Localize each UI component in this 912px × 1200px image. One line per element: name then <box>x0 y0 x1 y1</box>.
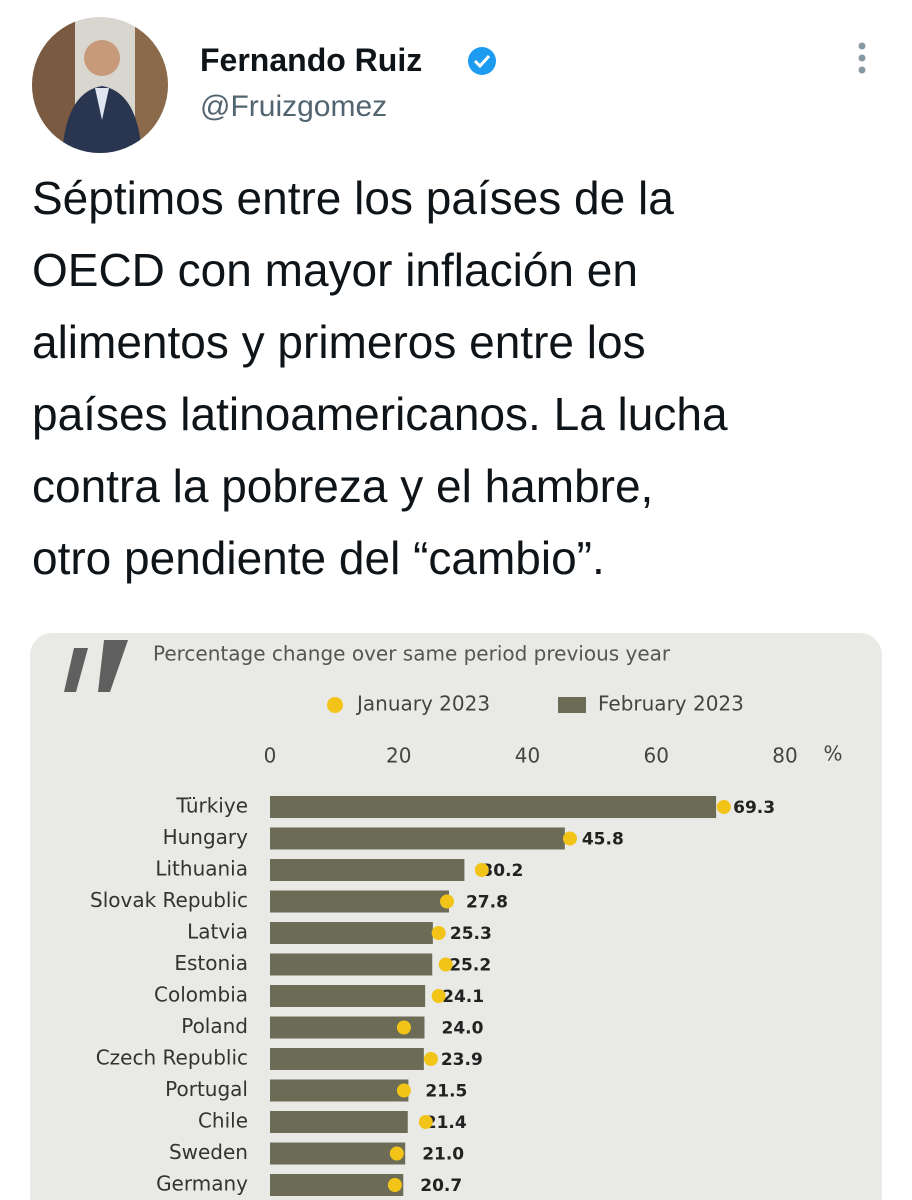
dot <box>438 957 453 972</box>
x-tick-label: 0 <box>264 744 277 768</box>
tweet-line: alimentos y primeros entre los <box>32 316 646 368</box>
bar <box>270 796 717 818</box>
y-tick-label: Poland <box>181 1014 248 1038</box>
dot <box>431 989 446 1003</box>
dot <box>423 1052 438 1066</box>
dot <box>474 863 489 877</box>
value-label: 24.1 <box>442 987 484 1007</box>
value-label: 27.8 <box>466 893 508 913</box>
dot <box>716 800 731 814</box>
y-tick-label: Chile <box>198 1109 248 1133</box>
value-label: 30.2 <box>481 861 523 881</box>
dot <box>396 1083 411 1098</box>
value-label: 69.3 <box>733 798 775 818</box>
bar <box>270 1174 404 1196</box>
x-tick-label: 60 <box>644 744 669 768</box>
value-label: 23.9 <box>441 1050 483 1070</box>
y-tick-label: Latvia <box>187 920 248 944</box>
tweet-line: otro pendiente del “cambio”. <box>32 532 605 584</box>
dot <box>431 926 446 940</box>
legend-marker <box>327 697 343 713</box>
dot <box>562 831 577 846</box>
dot <box>396 1020 411 1035</box>
y-tick-label: Lithuania <box>155 857 248 881</box>
y-tick-label: Portugal <box>165 1077 248 1101</box>
bar <box>270 890 449 913</box>
x-unit: % <box>823 742 842 766</box>
dot <box>389 1146 404 1161</box>
x-tick-label: 40 <box>515 744 540 768</box>
more-menu[interactable] <box>858 42 866 74</box>
dot <box>387 1178 402 1192</box>
tweet-line: países latinoamericanos. La lucha <box>32 388 728 440</box>
chart-subtitle: Percentage change over same period previ… <box>153 642 671 666</box>
legend-label: January 2023 <box>355 692 490 716</box>
user-name[interactable]: Fernando Ruiz <box>200 42 423 78</box>
avatar[interactable] <box>30 15 170 155</box>
chart: Percentage change over same period previ… <box>90 642 843 1196</box>
bar <box>270 1111 408 1133</box>
value-label: 24.0 <box>442 1019 484 1039</box>
x-tick-label: 20 <box>386 744 411 768</box>
bar <box>270 827 565 850</box>
value-label: 25.2 <box>449 956 491 976</box>
legend-marker <box>558 697 586 713</box>
value-label: 25.3 <box>450 924 492 944</box>
tweet-line: Séptimos entre los países de la <box>32 172 674 224</box>
bar <box>270 1048 424 1070</box>
bar <box>270 953 433 976</box>
bar <box>270 1079 409 1102</box>
bar <box>270 922 433 944</box>
tweet-line: contra la pobreza y el hambre, <box>32 460 654 512</box>
y-tick-label: Türkiye <box>175 794 248 818</box>
value-label: 21.0 <box>422 1145 464 1165</box>
y-tick-label: Slovak Republic <box>90 888 248 912</box>
bar <box>270 1142 406 1165</box>
y-tick-label: Czech Republic <box>96 1046 248 1070</box>
chart-background <box>30 633 882 1200</box>
value-label: 21.4 <box>425 1113 467 1133</box>
legend-label: February 2023 <box>598 692 744 716</box>
tweet-line: OECD con mayor inflación en <box>32 244 638 296</box>
tweet-text: Séptimos entre los países de la OECD con … <box>32 162 728 594</box>
user-handle[interactable]: @Fruizgomez <box>200 90 388 123</box>
y-tick-label: Hungary <box>163 825 249 849</box>
bar <box>270 859 465 881</box>
value-label: 45.8 <box>582 830 624 850</box>
bar <box>270 985 426 1007</box>
x-tick-label: 80 <box>772 744 797 768</box>
y-tick-label: Estonia <box>174 951 248 975</box>
y-tick-label: Sweden <box>169 1140 248 1164</box>
dot <box>440 894 455 909</box>
verified-badge <box>468 47 496 75</box>
value-label: 21.5 <box>425 1082 467 1102</box>
logo <box>64 640 128 692</box>
y-tick-label: Germany <box>156 1172 248 1196</box>
value-label: 20.7 <box>420 1176 462 1196</box>
dot <box>418 1115 433 1129</box>
bar <box>270 1016 425 1039</box>
y-tick-label: Colombia <box>154 983 248 1007</box>
